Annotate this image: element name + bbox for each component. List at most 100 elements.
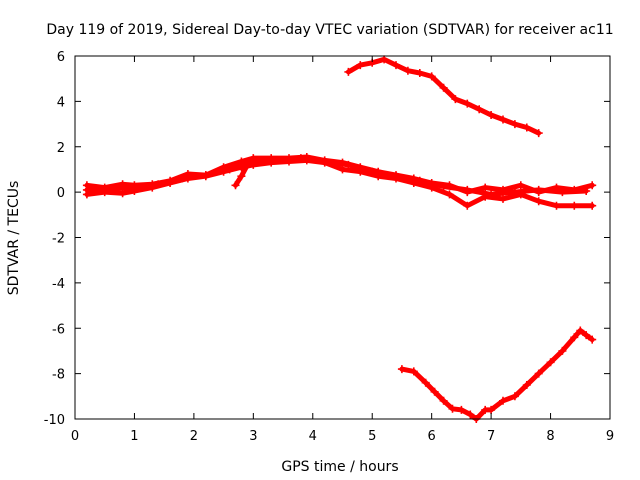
y-tick-label: 2	[57, 141, 65, 156]
data-point	[570, 201, 579, 210]
y-tick-label: 6	[57, 50, 65, 65]
data-point	[487, 190, 496, 199]
data-point	[481, 183, 490, 192]
data-point	[588, 181, 597, 190]
y-axis-title: SDTVAR / TECUs	[6, 181, 22, 296]
data-point	[448, 404, 457, 413]
chart-title: Day 119 of 2019, Sidereal Day-to-day VTE…	[46, 22, 613, 38]
data-point	[344, 67, 353, 76]
data-point	[154, 180, 163, 189]
data-point	[397, 365, 406, 374]
series-lower-track	[397, 326, 597, 423]
data-point	[392, 61, 400, 70]
data-point	[409, 367, 418, 376]
data-point	[82, 185, 91, 194]
data-point	[320, 157, 329, 166]
data-point	[570, 333, 579, 342]
data-point	[225, 165, 234, 174]
axis-ticks: 0 1 2 3 4 5 6 7 8 9 -10 -8 -6 -4 -2 0 2 4 6	[44, 50, 614, 444]
data-point	[463, 185, 472, 194]
data-point	[475, 105, 484, 114]
data-point	[439, 182, 448, 191]
x-tick-label: 1	[130, 429, 138, 444]
x-tick-label: 6	[428, 429, 436, 444]
data-point	[499, 115, 507, 124]
data-point	[445, 190, 454, 199]
data-point	[487, 111, 496, 119]
data-point	[463, 201, 472, 210]
data-point	[510, 188, 519, 197]
y-tick-label: -10	[44, 413, 65, 428]
data-point	[130, 183, 139, 192]
x-tick-label: 4	[309, 429, 317, 444]
data-point	[588, 335, 597, 344]
x-tick-label: 5	[368, 429, 376, 444]
data-point	[463, 99, 472, 108]
data-point	[516, 181, 525, 190]
data-point	[430, 387, 439, 396]
data-point	[421, 378, 430, 387]
y-tick-label: -4	[52, 277, 65, 292]
data-point	[558, 346, 567, 355]
data-point	[582, 187, 591, 195]
data-point	[231, 181, 240, 190]
data-point	[201, 171, 210, 180]
data-point	[380, 55, 389, 64]
data-point	[546, 358, 555, 367]
data-point	[499, 396, 507, 405]
series-trace	[84, 155, 589, 197]
x-tick-label: 3	[249, 429, 257, 444]
x-tick-label: 2	[190, 429, 198, 444]
x-tick-label: 8	[546, 429, 554, 444]
data-point	[510, 120, 519, 129]
data-point	[487, 405, 496, 414]
data-point	[344, 160, 353, 169]
data-point	[296, 154, 305, 163]
y-tick-label: 4	[57, 95, 65, 110]
data-point	[522, 381, 531, 389]
data-point	[243, 160, 252, 169]
data-point	[534, 197, 543, 206]
x-tick-label: 9	[606, 429, 614, 444]
series-main-band-mid	[82, 154, 591, 199]
data-point	[415, 176, 424, 185]
data-point	[439, 83, 448, 92]
x-tick-label: 0	[71, 429, 79, 444]
y-tick-label: -6	[52, 322, 65, 337]
x-tick-label: 7	[487, 429, 495, 444]
data-point	[451, 95, 460, 104]
data-point	[427, 72, 436, 81]
data-point	[466, 410, 475, 419]
data-point	[588, 201, 597, 210]
data-point	[178, 174, 186, 183]
data-point	[552, 201, 561, 210]
data-point	[510, 392, 519, 401]
data-point	[106, 184, 115, 193]
data-point	[392, 172, 400, 181]
data-point	[338, 165, 347, 174]
data-marks	[82, 55, 597, 423]
data-point	[534, 129, 543, 138]
data-point	[534, 369, 543, 378]
y-tick-label: -8	[52, 368, 65, 383]
data-point	[273, 156, 282, 165]
data-point	[558, 188, 567, 197]
data-point	[368, 167, 377, 176]
data-point	[237, 172, 246, 181]
data-point	[439, 396, 448, 405]
x-axis-title: GPS time / hours	[281, 459, 398, 475]
y-tick-label: 0	[57, 186, 65, 201]
data-point	[522, 123, 531, 132]
data-point	[457, 405, 466, 414]
data-point	[249, 157, 258, 166]
data-point	[534, 185, 543, 194]
data-point	[356, 61, 365, 70]
series-short-arc	[231, 160, 252, 190]
data-point	[582, 331, 591, 340]
data-point	[576, 326, 585, 335]
y-tick-label: -2	[52, 232, 65, 247]
data-point	[499, 194, 507, 203]
data-point	[415, 69, 424, 77]
